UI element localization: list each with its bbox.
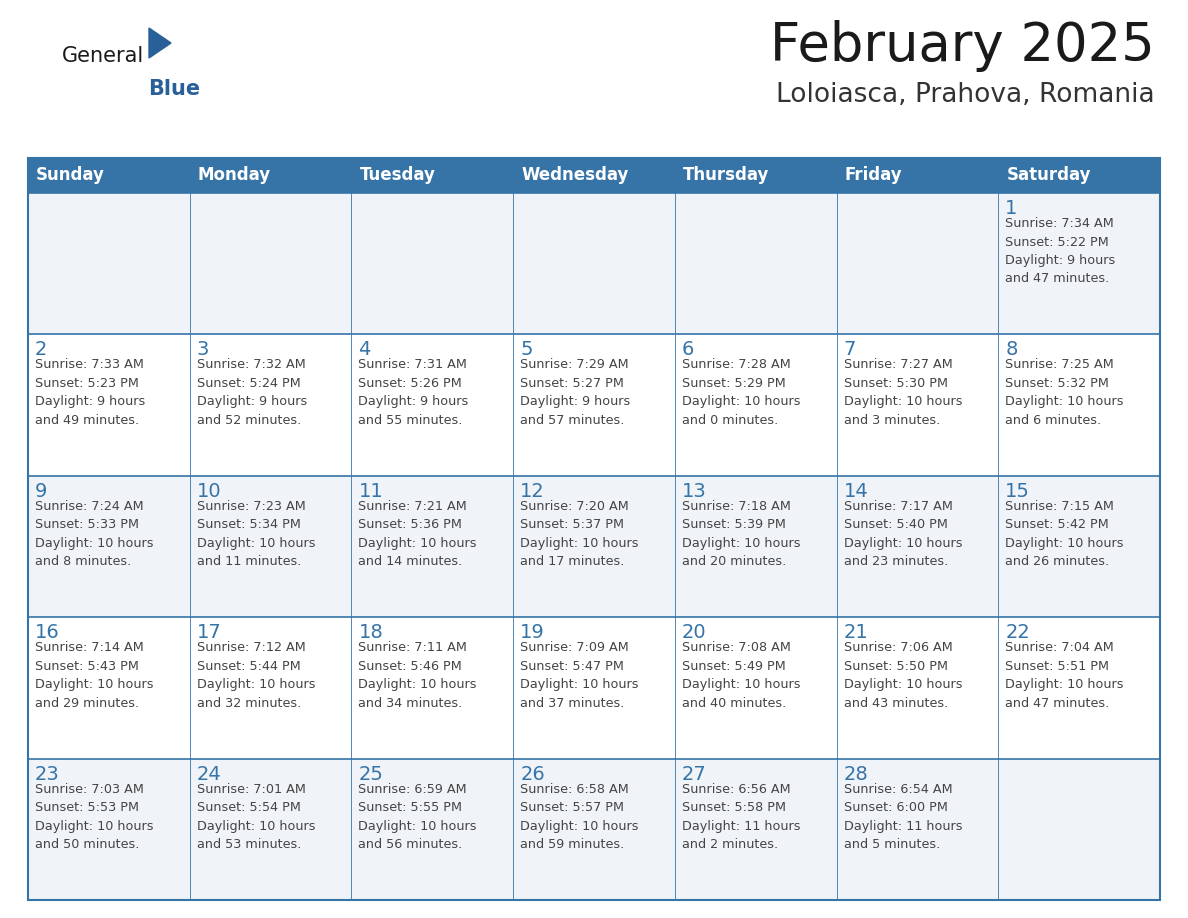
Text: 13: 13	[682, 482, 707, 501]
Text: Sunrise: 7:15 AM
Sunset: 5:42 PM
Daylight: 10 hours
and 26 minutes.: Sunrise: 7:15 AM Sunset: 5:42 PM Dayligh…	[1005, 499, 1124, 568]
Text: 20: 20	[682, 623, 707, 643]
Text: Sunrise: 7:23 AM
Sunset: 5:34 PM
Daylight: 10 hours
and 11 minutes.: Sunrise: 7:23 AM Sunset: 5:34 PM Dayligh…	[197, 499, 315, 568]
Bar	[29, 158, 1159, 900]
Text: 27: 27	[682, 765, 707, 784]
Text: Sunrise: 7:32 AM
Sunset: 5:24 PM
Daylight: 9 hours
and 52 minutes.: Sunrise: 7:32 AM Sunset: 5:24 PM Dayligh…	[197, 358, 307, 427]
Text: Saturday: Saturday	[1006, 166, 1091, 185]
Text: Loloiasca, Prahova, Romania: Loloiasca, Prahova, Romania	[777, 82, 1155, 108]
Text: 22: 22	[1005, 623, 1030, 643]
Text: 2: 2	[34, 341, 48, 360]
Text: Sunrise: 7:04 AM
Sunset: 5:51 PM
Daylight: 10 hours
and 47 minutes.: Sunrise: 7:04 AM Sunset: 5:51 PM Dayligh…	[1005, 641, 1124, 710]
Text: Sunrise: 7:03 AM
Sunset: 5:53 PM
Daylight: 10 hours
and 50 minutes.: Sunrise: 7:03 AM Sunset: 5:53 PM Dayligh…	[34, 783, 153, 851]
Text: 4: 4	[359, 341, 371, 360]
Text: 17: 17	[197, 623, 221, 643]
Text: 15: 15	[1005, 482, 1030, 501]
Text: Sunrise: 7:06 AM
Sunset: 5:50 PM
Daylight: 10 hours
and 43 minutes.: Sunrise: 7:06 AM Sunset: 5:50 PM Dayligh…	[843, 641, 962, 710]
Text: February 2025: February 2025	[770, 20, 1155, 72]
Text: Sunrise: 7:31 AM
Sunset: 5:26 PM
Daylight: 9 hours
and 55 minutes.: Sunrise: 7:31 AM Sunset: 5:26 PM Dayligh…	[359, 358, 469, 427]
Bar	[29, 617, 1159, 758]
Text: Sunrise: 6:58 AM
Sunset: 5:57 PM
Daylight: 10 hours
and 59 minutes.: Sunrise: 6:58 AM Sunset: 5:57 PM Dayligh…	[520, 783, 639, 851]
Text: 23: 23	[34, 765, 59, 784]
Text: Sunrise: 6:59 AM
Sunset: 5:55 PM
Daylight: 10 hours
and 56 minutes.: Sunrise: 6:59 AM Sunset: 5:55 PM Dayligh…	[359, 783, 476, 851]
Text: Wednesday: Wednesday	[522, 166, 628, 185]
Text: 6: 6	[682, 341, 694, 360]
Text: 28: 28	[843, 765, 868, 784]
Text: Sunrise: 7:25 AM
Sunset: 5:32 PM
Daylight: 10 hours
and 6 minutes.: Sunrise: 7:25 AM Sunset: 5:32 PM Dayligh…	[1005, 358, 1124, 427]
Text: 16: 16	[34, 623, 59, 643]
Text: Friday: Friday	[845, 166, 902, 185]
Text: Monday: Monday	[197, 166, 271, 185]
Text: 7: 7	[843, 341, 855, 360]
Text: Thursday: Thursday	[683, 166, 770, 185]
Text: Sunday: Sunday	[36, 166, 105, 185]
Text: Sunrise: 7:28 AM
Sunset: 5:29 PM
Daylight: 10 hours
and 0 minutes.: Sunrise: 7:28 AM Sunset: 5:29 PM Dayligh…	[682, 358, 801, 427]
Text: Sunrise: 7:17 AM
Sunset: 5:40 PM
Daylight: 10 hours
and 23 minutes.: Sunrise: 7:17 AM Sunset: 5:40 PM Dayligh…	[843, 499, 962, 568]
Text: Sunrise: 7:33 AM
Sunset: 5:23 PM
Daylight: 9 hours
and 49 minutes.: Sunrise: 7:33 AM Sunset: 5:23 PM Dayligh…	[34, 358, 145, 427]
Text: 19: 19	[520, 623, 545, 643]
Text: Sunrise: 7:29 AM
Sunset: 5:27 PM
Daylight: 9 hours
and 57 minutes.: Sunrise: 7:29 AM Sunset: 5:27 PM Dayligh…	[520, 358, 631, 427]
Text: Sunrise: 7:24 AM
Sunset: 5:33 PM
Daylight: 10 hours
and 8 minutes.: Sunrise: 7:24 AM Sunset: 5:33 PM Dayligh…	[34, 499, 153, 568]
Text: Sunrise: 7:08 AM
Sunset: 5:49 PM
Daylight: 10 hours
and 40 minutes.: Sunrise: 7:08 AM Sunset: 5:49 PM Dayligh…	[682, 641, 801, 710]
Text: Sunrise: 7:20 AM
Sunset: 5:37 PM
Daylight: 10 hours
and 17 minutes.: Sunrise: 7:20 AM Sunset: 5:37 PM Dayligh…	[520, 499, 639, 568]
Bar	[29, 758, 1159, 900]
Text: 11: 11	[359, 482, 384, 501]
Text: Tuesday: Tuesday	[360, 166, 435, 185]
Bar	[29, 476, 1159, 617]
Bar	[29, 334, 1159, 476]
Text: Sunrise: 7:09 AM
Sunset: 5:47 PM
Daylight: 10 hours
and 37 minutes.: Sunrise: 7:09 AM Sunset: 5:47 PM Dayligh…	[520, 641, 639, 710]
Text: 25: 25	[359, 765, 384, 784]
Polygon shape	[148, 28, 171, 58]
Text: Sunrise: 6:54 AM
Sunset: 6:00 PM
Daylight: 11 hours
and 5 minutes.: Sunrise: 6:54 AM Sunset: 6:00 PM Dayligh…	[843, 783, 962, 851]
Text: 1: 1	[1005, 199, 1018, 218]
Text: 21: 21	[843, 623, 868, 643]
Text: 9: 9	[34, 482, 48, 501]
Bar	[29, 158, 1159, 193]
Text: 18: 18	[359, 623, 384, 643]
Text: 14: 14	[843, 482, 868, 501]
Text: General: General	[62, 46, 144, 66]
Text: 3: 3	[197, 341, 209, 360]
Text: Sunrise: 7:12 AM
Sunset: 5:44 PM
Daylight: 10 hours
and 32 minutes.: Sunrise: 7:12 AM Sunset: 5:44 PM Dayligh…	[197, 641, 315, 710]
Text: 8: 8	[1005, 341, 1018, 360]
Text: Sunrise: 7:34 AM
Sunset: 5:22 PM
Daylight: 9 hours
and 47 minutes.: Sunrise: 7:34 AM Sunset: 5:22 PM Dayligh…	[1005, 217, 1116, 285]
Text: Sunrise: 7:18 AM
Sunset: 5:39 PM
Daylight: 10 hours
and 20 minutes.: Sunrise: 7:18 AM Sunset: 5:39 PM Dayligh…	[682, 499, 801, 568]
Text: Sunrise: 7:11 AM
Sunset: 5:46 PM
Daylight: 10 hours
and 34 minutes.: Sunrise: 7:11 AM Sunset: 5:46 PM Dayligh…	[359, 641, 476, 710]
Text: Sunrise: 6:56 AM
Sunset: 5:58 PM
Daylight: 11 hours
and 2 minutes.: Sunrise: 6:56 AM Sunset: 5:58 PM Dayligh…	[682, 783, 801, 851]
Text: 10: 10	[197, 482, 221, 501]
Text: Sunrise: 7:21 AM
Sunset: 5:36 PM
Daylight: 10 hours
and 14 minutes.: Sunrise: 7:21 AM Sunset: 5:36 PM Dayligh…	[359, 499, 476, 568]
Text: Sunrise: 7:01 AM
Sunset: 5:54 PM
Daylight: 10 hours
and 53 minutes.: Sunrise: 7:01 AM Sunset: 5:54 PM Dayligh…	[197, 783, 315, 851]
Text: 12: 12	[520, 482, 545, 501]
Text: Sunrise: 7:27 AM
Sunset: 5:30 PM
Daylight: 10 hours
and 3 minutes.: Sunrise: 7:27 AM Sunset: 5:30 PM Dayligh…	[843, 358, 962, 427]
Text: 26: 26	[520, 765, 545, 784]
Text: 24: 24	[197, 765, 221, 784]
Bar	[29, 193, 1159, 334]
Text: 5: 5	[520, 341, 532, 360]
Text: Sunrise: 7:14 AM
Sunset: 5:43 PM
Daylight: 10 hours
and 29 minutes.: Sunrise: 7:14 AM Sunset: 5:43 PM Dayligh…	[34, 641, 153, 710]
Text: Blue: Blue	[148, 79, 200, 99]
